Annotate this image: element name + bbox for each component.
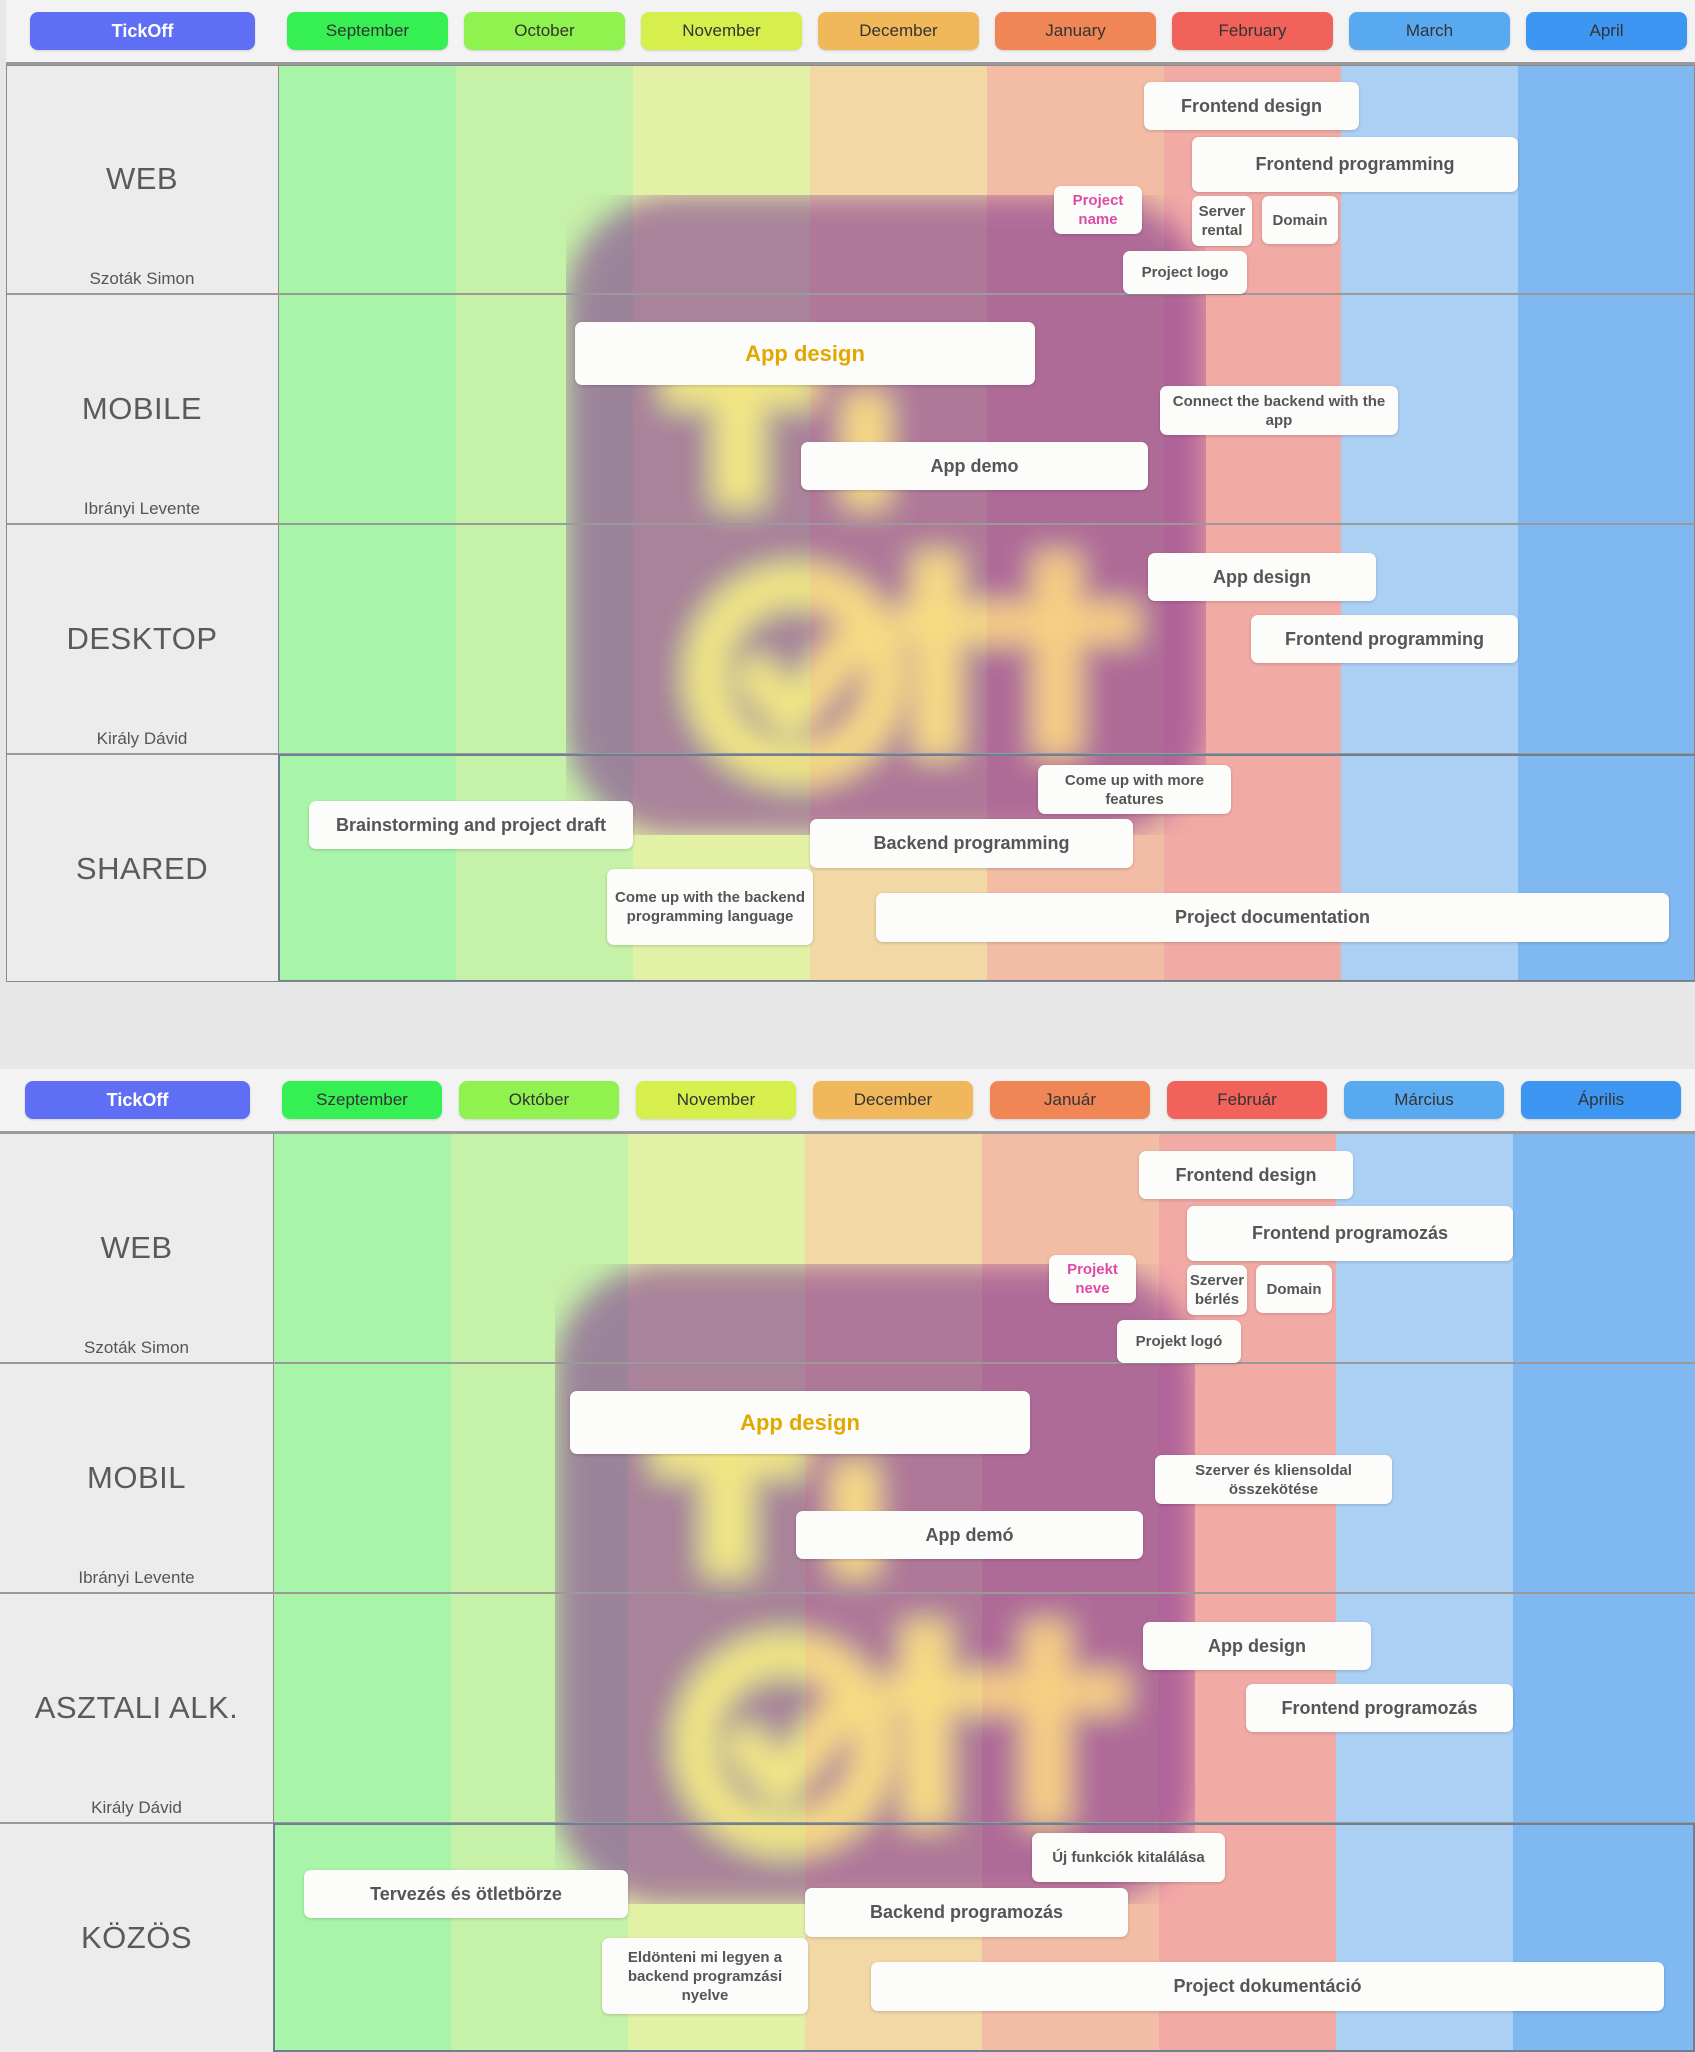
task-card[interactable]: Come up with more features (1038, 765, 1231, 814)
task-card[interactable]: Frontend programming (1192, 137, 1518, 192)
task-card[interactable]: Frontend design (1139, 1151, 1353, 1199)
task-card[interactable]: App design (1148, 553, 1376, 601)
brand-button[interactable]: TickOff (25, 1081, 250, 1119)
task-card[interactable]: Project dokumentáció (871, 1962, 1664, 2011)
task-card[interactable]: Frontend design (1144, 82, 1359, 130)
row-title: DESKTOP (66, 621, 218, 656)
month-tab-january[interactable]: January (995, 12, 1156, 50)
task-card[interactable]: App demó (796, 1511, 1143, 1559)
task-card[interactable]: App design (1143, 1622, 1371, 1670)
board-english: TickOff September October November Decem… (0, 0, 1695, 985)
month-tab-december[interactable]: December (813, 1081, 973, 1119)
task-card[interactable]: Projekt neve (1049, 1255, 1136, 1303)
month-tab-april[interactable]: April (1526, 12, 1687, 50)
month-tab-december[interactable]: December (818, 12, 979, 50)
row-title: WEB (105, 161, 179, 196)
task-card[interactable]: Domain (1256, 1265, 1332, 1313)
row-label-asztali: ASZTALI ALK. Király Dávid (0, 1594, 274, 1822)
row-label-mobil: MOBIL Ibrányi Levente (0, 1364, 274, 1592)
task-card[interactable]: Backend programming (810, 819, 1133, 868)
task-card[interactable]: Frontend programozás (1246, 1684, 1513, 1732)
task-card[interactable]: Tervezés és ötletbörze (304, 1870, 628, 1918)
row-divider (0, 1362, 1695, 1364)
row-label-kozos: KÖZÖS (0, 1824, 274, 2052)
row-divider (6, 293, 1695, 295)
month-tab-november[interactable]: November (641, 12, 802, 50)
task-card[interactable]: Backend programozás (805, 1888, 1128, 1937)
task-card[interactable]: Projekt logó (1117, 1320, 1241, 1363)
row-divider (0, 1822, 1695, 1824)
row-divider (6, 753, 1695, 755)
task-card[interactable]: Domain (1262, 196, 1338, 244)
task-card[interactable]: Frontend programozás (1187, 1206, 1513, 1261)
task-card[interactable]: App demo (801, 442, 1148, 490)
row-label-desktop: DESKTOP Király Dávid (6, 525, 279, 753)
row-owner: Ibrányi Levente (83, 499, 201, 518)
month-tab-februar[interactable]: Február (1167, 1081, 1327, 1119)
month-tab-marcius[interactable]: Március (1344, 1081, 1504, 1119)
row-divider (0, 1592, 1695, 1594)
row-divider (6, 523, 1695, 525)
task-card[interactable]: App design (570, 1391, 1030, 1454)
task-card[interactable]: Project logo (1123, 251, 1247, 294)
task-card[interactable]: Brainstorming and project draft (309, 801, 633, 849)
task-card[interactable]: Project name (1054, 186, 1142, 234)
month-header: TickOff September October November Decem… (6, 0, 1695, 65)
task-card[interactable]: Frontend programming (1251, 615, 1518, 663)
row-label-web: WEB Szoták Simon (6, 65, 279, 293)
row-title: KÖZÖS (80, 1920, 192, 1955)
row-owner: Király Dávid (91, 1798, 182, 1817)
row-label-shared: SHARED (6, 755, 279, 982)
row-label-web: WEB Szoták Simon (0, 1134, 274, 1362)
row-label-mobile: MOBILE Ibrányi Levente (6, 295, 279, 523)
row-title: MOBIL (87, 1460, 186, 1495)
task-card[interactable]: Connect the backend with the app (1160, 386, 1398, 435)
month-tab-szeptember[interactable]: Szeptember (282, 1081, 442, 1119)
month-tab-march[interactable]: March (1349, 12, 1510, 50)
task-card[interactable]: Szerver bérlés (1187, 1265, 1247, 1315)
month-header: TickOff Szeptember Október November Dece… (0, 1069, 1695, 1134)
task-card[interactable]: Szerver és kliensoldal összekötése (1155, 1455, 1392, 1504)
board-hungarian: TickOff Szeptember Október November Dece… (0, 1069, 1695, 2052)
task-card[interactable]: Új funkciók kitalálása (1032, 1833, 1225, 1882)
task-card[interactable]: Come up with the backend programming lan… (607, 869, 813, 945)
month-tab-oktober[interactable]: Október (459, 1081, 619, 1119)
month-tab-januar[interactable]: Január (990, 1081, 1150, 1119)
row-title: WEB (100, 1230, 173, 1265)
row-title: MOBILE (81, 391, 203, 426)
month-tab-aprilis[interactable]: Április (1521, 1081, 1681, 1119)
month-tab-october[interactable]: October (464, 12, 625, 50)
task-card[interactable]: Eldönteni mi legyen a backend programzás… (602, 1938, 808, 2014)
timeline-grid: WEB Szoták Simon MOBILE Ibrányi Levente … (6, 65, 1695, 982)
timeline-grid: WEB Szoták Simon MOBIL Ibrányi Levente A… (0, 1134, 1695, 2052)
month-tab-september[interactable]: September (287, 12, 448, 50)
row-title: ASZTALI ALK. (34, 1690, 239, 1725)
row-owner: Szoták Simon (89, 269, 195, 288)
brand-button[interactable]: TickOff (30, 12, 255, 50)
task-card[interactable]: App design (575, 322, 1035, 385)
task-card[interactable]: Server rental (1192, 196, 1252, 246)
row-title: SHARED (75, 850, 209, 886)
task-card[interactable]: Project documentation (876, 893, 1669, 942)
row-owner: Szoták Simon (84, 1338, 189, 1357)
month-tab-february[interactable]: February (1172, 12, 1333, 50)
row-owner: Király Dávid (96, 729, 188, 748)
row-owner: Ibrányi Levente (78, 1568, 195, 1587)
month-tab-november[interactable]: November (636, 1081, 796, 1119)
